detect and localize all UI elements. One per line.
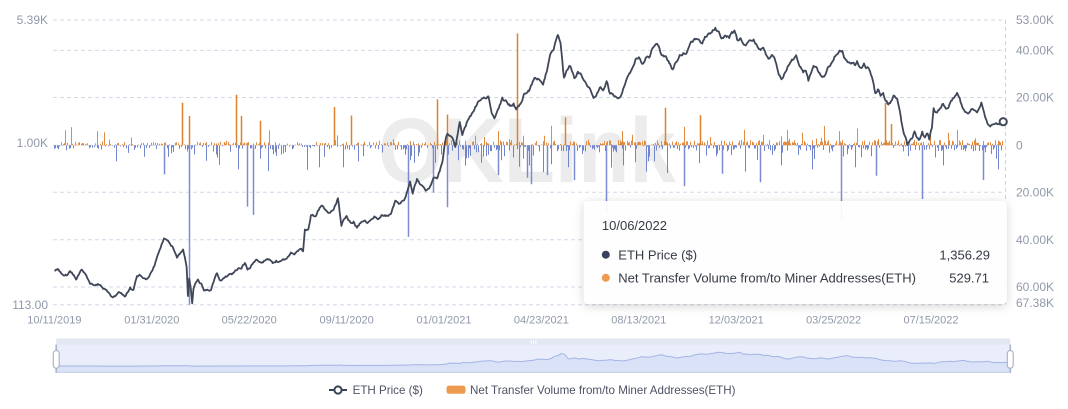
svg-text:60.00K: 60.00K [1016,280,1054,294]
svg-text:09/11/2020: 09/11/2020 [319,315,373,327]
svg-text:ETH Price ($): ETH Price ($) [353,384,423,397]
svg-text:0: 0 [1016,139,1023,153]
svg-text:113.00: 113.00 [12,298,48,312]
svg-text:Net Transfer Volume from/to Mi: Net Transfer Volume from/to Miner Addres… [618,271,916,286]
svg-text:03/25/2022: 03/25/2022 [806,315,861,327]
svg-text:1.00K: 1.00K [17,136,48,150]
svg-text:529.71: 529.71 [949,271,989,286]
svg-text:10/06/2022: 10/06/2022 [602,218,667,233]
svg-text:01/01/2021: 01/01/2021 [416,315,471,327]
svg-text:53.00K: 53.00K [1016,13,1054,27]
svg-text:05/22/2020: 05/22/2020 [222,315,277,327]
svg-text:01/31/2020: 01/31/2020 [124,315,179,327]
svg-text:10/11/2019: 10/11/2019 [27,315,81,327]
svg-text:08/13/2021: 08/13/2021 [611,315,666,327]
svg-text:40.00K: 40.00K [1016,44,1054,58]
svg-text:20.00K: 20.00K [1016,186,1054,200]
svg-text:ETH Price ($): ETH Price ($) [618,247,697,262]
svg-text:20.00K: 20.00K [1016,91,1054,105]
svg-text:1,356.29: 1,356.29 [939,247,990,262]
svg-text:04/23/2021: 04/23/2021 [514,315,569,327]
svg-text:Net Transfer Volume from/to Mi: Net Transfer Volume from/to Miner Addres… [470,384,736,397]
svg-text:07/15/2022: 07/15/2022 [903,315,958,327]
svg-text:40.00K: 40.00K [1016,233,1054,247]
svg-text:67.38K: 67.38K [1016,296,1054,310]
svg-text:12/03/2021: 12/03/2021 [709,315,764,327]
svg-text:5.39K: 5.39K [17,13,48,27]
